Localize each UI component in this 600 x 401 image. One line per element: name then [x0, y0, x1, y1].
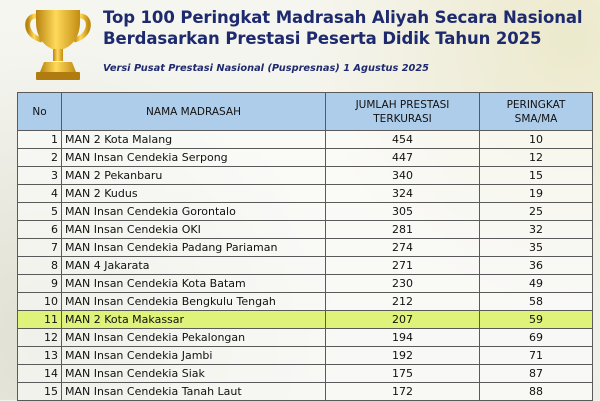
cell-name: MAN Insan Cendekia Serpong — [61, 148, 326, 167]
cell-count: 230 — [325, 274, 480, 293]
table-row: 5 MAN Insan Cendekia Gorontalo 305 25 — [17, 202, 593, 221]
cell-rank: 88 — [479, 382, 593, 401]
header-rank: PERINGKAT SMA/MA — [479, 92, 593, 131]
table-row: 14 MAN Insan Cendekia Siak 175 87 — [17, 364, 593, 383]
header-count-line1: JUMLAH PRESTASI — [355, 98, 450, 111]
header-no: No — [17, 92, 62, 131]
table-row: 9 MAN Insan Cendekia Kota Batam 230 49 — [17, 274, 593, 293]
header-name: NAMA MADRASAH — [61, 92, 326, 131]
table-row: 13 MAN Insan Cendekia Jambi 192 71 — [17, 346, 593, 365]
cell-no: 15 — [17, 382, 62, 401]
cell-count: 324 — [325, 184, 480, 203]
table-header-row: No NAMA MADRASAH JUMLAH PRESTASI TERKURA… — [17, 92, 593, 131]
cell-name: MAN 2 Kota Makassar — [61, 310, 326, 329]
cell-name: MAN 2 Kudus — [61, 184, 326, 203]
cell-rank: 49 — [479, 274, 593, 293]
cell-no: 11 — [17, 310, 62, 329]
cell-name: MAN Insan Cendekia Tanah Laut — [61, 382, 326, 401]
cell-count: 281 — [325, 220, 480, 239]
header-count: JUMLAH PRESTASI TERKURASI — [325, 92, 480, 131]
header-rank-line1: PERINGKAT — [506, 98, 566, 111]
table-row: 15 MAN Insan Cendekia Tanah Laut 172 88 — [17, 382, 593, 401]
cell-count: 305 — [325, 202, 480, 221]
cell-rank: 71 — [479, 346, 593, 365]
cell-count: 271 — [325, 256, 480, 275]
cell-no: 7 — [17, 238, 62, 257]
cell-name: MAN Insan Cendekia Kota Batam — [61, 274, 326, 293]
cell-name: MAN Insan Cendekia Pekalongan — [61, 328, 326, 347]
cell-count: 340 — [325, 166, 480, 185]
cell-count: 454 — [325, 130, 480, 149]
cell-rank: 69 — [479, 328, 593, 347]
cell-rank: 36 — [479, 256, 593, 275]
cell-name: MAN Insan Cendekia Padang Pariaman — [61, 238, 326, 257]
cell-rank: 25 — [479, 202, 593, 221]
cell-name: MAN Insan Cendekia Gorontalo — [61, 202, 326, 221]
table-row: 10 MAN Insan Cendekia Bengkulu Tengah 212 5… — [17, 292, 593, 311]
trophy-icon — [25, 10, 91, 80]
cell-count: 212 — [325, 292, 480, 311]
cell-count: 192 — [325, 346, 480, 365]
cell-no: 5 — [17, 202, 62, 221]
header-rank-line2: SMA/MA — [514, 112, 558, 125]
cell-count: 207 — [325, 310, 480, 329]
cell-rank: 35 — [479, 238, 593, 257]
cell-name: MAN Insan Cendekia Jambi — [61, 346, 326, 365]
table-row: 11 MAN 2 Kota Makassar 207 59 — [17, 310, 593, 329]
table-row: 1 MAN 2 Kota Malang 454 10 — [17, 130, 593, 149]
cell-count: 274 — [325, 238, 480, 257]
table-row: 4 MAN 2 Kudus 324 19 — [17, 184, 593, 203]
cell-count: 175 — [325, 364, 480, 383]
table-row: 6 MAN Insan Cendekia OKI 281 32 — [17, 220, 593, 239]
table-row: 7 MAN Insan Cendekia Padang Pariaman 274 35 — [17, 238, 593, 257]
cell-no: 3 — [17, 166, 62, 185]
cell-rank: 10 — [479, 130, 593, 149]
table-body: 1 MAN 2 Kota Malang 454 10 2 MAN Insan Cendek… — [17, 130, 593, 401]
cell-rank: 87 — [479, 364, 593, 383]
table-row: 3 MAN 2 Pekanbaru 340 15 — [17, 166, 593, 185]
cell-name: MAN Insan Cendekia Siak — [61, 364, 326, 383]
cell-count: 172 — [325, 382, 480, 401]
cell-rank: 32 — [479, 220, 593, 239]
cell-no: 14 — [17, 364, 62, 383]
ranking-table: No NAMA MADRASAH JUMLAH PRESTASI TERKURA… — [17, 92, 593, 401]
cell-name: MAN Insan Cendekia OKI — [61, 220, 326, 239]
cell-rank: 59 — [479, 310, 593, 329]
table-row: 12 MAN Insan Cendekia Pekalongan 194 69 — [17, 328, 593, 347]
cell-name: MAN 4 Jakarata — [61, 256, 326, 275]
cell-no: 9 — [17, 274, 62, 293]
cell-rank: 15 — [479, 166, 593, 185]
cell-no: 6 — [17, 220, 62, 239]
page-subtitle: Versi Pusat Prestasi Nasional (Puspresna… — [103, 63, 429, 74]
header-count-line2: TERKURASI — [373, 112, 432, 125]
cell-name: MAN Insan Cendekia Bengkulu Tengah — [61, 292, 326, 311]
cell-no: 1 — [17, 130, 62, 149]
cell-name: MAN 2 Kota Malang — [61, 130, 326, 149]
cell-rank: 19 — [479, 184, 593, 203]
cell-no: 13 — [17, 346, 62, 365]
cell-no: 2 — [17, 148, 62, 167]
cell-count: 447 — [325, 148, 480, 167]
cell-count: 194 — [325, 328, 480, 347]
table-row: 8 MAN 4 Jakarata 271 36 — [17, 256, 593, 275]
cell-rank: 12 — [479, 148, 593, 167]
cell-no: 10 — [17, 292, 62, 311]
page-title: Top 100 Peringkat Madrasah Aliyah Secara… — [103, 8, 583, 48]
cell-no: 8 — [17, 256, 62, 275]
cell-rank: 58 — [479, 292, 593, 311]
cell-no: 4 — [17, 184, 62, 203]
cell-no: 12 — [17, 328, 62, 347]
cell-name: MAN 2 Pekanbaru — [61, 166, 326, 185]
table-row: 2 MAN Insan Cendekia Serpong 447 12 — [17, 148, 593, 167]
